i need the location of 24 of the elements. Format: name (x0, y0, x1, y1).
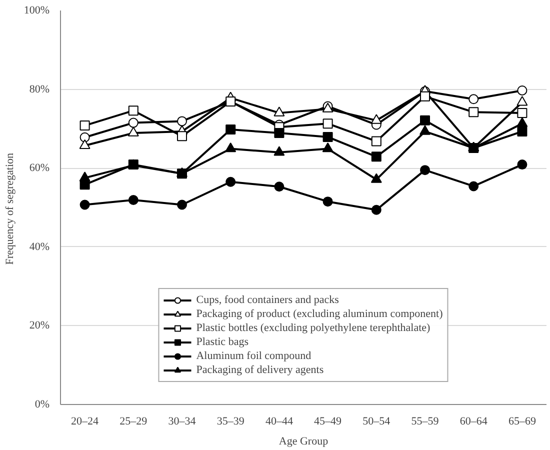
legend-label: Packaging of delivery agents (196, 363, 324, 377)
y-tick-label: 40% (29, 240, 50, 253)
y-tick-label: 60% (29, 162, 50, 174)
x-tick-label: 40–44 (265, 416, 294, 428)
y-tick-label: 20% (29, 320, 50, 332)
x-tick-label: 45–49 (314, 416, 342, 428)
x-tick-label: 20–24 (71, 416, 100, 428)
x-tick-label: 60–64 (460, 416, 488, 428)
x-tick-label: 30–34 (168, 416, 196, 428)
x-tick-label: 55–59 (411, 416, 440, 428)
legend-label: Packaging of product (excluding aluminum component) (196, 307, 443, 321)
y-tick-label: 100% (24, 4, 50, 16)
legend-label: Plastic bags (196, 335, 248, 349)
x-tick-label: 50–54 (362, 416, 391, 428)
y-tick-label: 80% (29, 83, 50, 96)
y-axis-title: Frequency of segregation (4, 152, 16, 265)
legend-label: Plastic bottles (excluding polyethylene terephthalate) (196, 321, 430, 335)
legend-label: Aluminum foil compound (196, 349, 312, 363)
x-tick-label: 35–39 (216, 416, 245, 428)
x-tick-label: 65–69 (508, 416, 536, 428)
legend-label: Cups, food containers and packs (196, 293, 339, 307)
y-tick-label: 0% (34, 398, 50, 410)
x-tick-label: 25–29 (120, 416, 148, 428)
x-axis-title: Age Group (278, 436, 329, 448)
